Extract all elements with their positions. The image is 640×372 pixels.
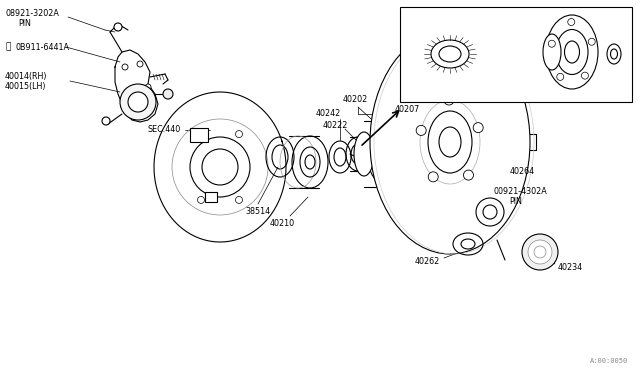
Text: 47970M: 47970M (415, 38, 447, 46)
Text: PIN: PIN (18, 19, 31, 29)
Circle shape (376, 173, 383, 180)
Circle shape (128, 92, 148, 112)
Circle shape (198, 131, 205, 138)
Circle shape (236, 196, 243, 203)
Circle shape (473, 123, 483, 133)
Circle shape (568, 19, 575, 26)
Circle shape (145, 84, 151, 90)
Circle shape (548, 40, 556, 47)
Text: 38514: 38514 (245, 208, 270, 217)
Text: 40262: 40262 (415, 257, 440, 266)
Ellipse shape (370, 30, 530, 254)
Text: 40234: 40234 (558, 263, 583, 273)
Ellipse shape (354, 132, 374, 176)
Circle shape (398, 172, 405, 179)
Circle shape (236, 131, 243, 138)
Text: 40264: 40264 (510, 167, 535, 176)
Text: 40222: 40222 (598, 38, 623, 46)
Circle shape (416, 125, 426, 135)
Text: PIN: PIN (509, 198, 522, 206)
Circle shape (534, 246, 546, 258)
Circle shape (114, 23, 122, 31)
Text: 40015(LH): 40015(LH) (5, 81, 47, 90)
Circle shape (476, 198, 504, 226)
Text: A:00:0050: A:00:0050 (589, 358, 628, 364)
Circle shape (557, 73, 564, 80)
Text: F/ANTI SKID CONT 4WHL: F/ANTI SKID CONT 4WHL (407, 12, 500, 20)
Circle shape (588, 38, 595, 45)
Circle shape (137, 61, 143, 67)
Circle shape (528, 240, 552, 264)
Bar (205, 192, 217, 202)
Text: 40207: 40207 (395, 106, 420, 115)
Circle shape (404, 141, 412, 148)
Circle shape (368, 143, 375, 150)
Text: 00921-4302A: 00921-4302A (493, 187, 547, 196)
Text: 40014(RH): 40014(RH) (5, 73, 47, 81)
Bar (400, 7, 632, 102)
Circle shape (386, 124, 393, 131)
Text: 40242: 40242 (316, 109, 341, 119)
Circle shape (483, 205, 497, 219)
Text: 40202: 40202 (343, 96, 368, 105)
Circle shape (376, 164, 383, 171)
Text: 40202: 40202 (442, 22, 468, 31)
Text: 0B911-6441A: 0B911-6441A (16, 42, 70, 51)
Text: 40222: 40222 (323, 121, 348, 129)
Circle shape (190, 137, 250, 197)
Text: SEC.440: SEC.440 (148, 125, 181, 135)
Ellipse shape (543, 34, 561, 70)
Circle shape (122, 64, 128, 70)
Circle shape (463, 170, 474, 180)
Circle shape (198, 196, 205, 203)
Circle shape (581, 72, 588, 79)
Ellipse shape (546, 15, 598, 89)
Text: 08921-3202A: 08921-3202A (5, 10, 59, 19)
Circle shape (202, 149, 238, 185)
Circle shape (522, 234, 558, 270)
Text: ⓝ: ⓝ (5, 42, 10, 51)
Circle shape (163, 89, 173, 99)
Circle shape (428, 172, 438, 182)
Ellipse shape (367, 121, 413, 187)
Bar (190, 128, 208, 142)
Text: 40210: 40210 (270, 219, 295, 228)
Circle shape (444, 95, 454, 105)
Circle shape (120, 84, 156, 120)
Circle shape (102, 117, 110, 125)
